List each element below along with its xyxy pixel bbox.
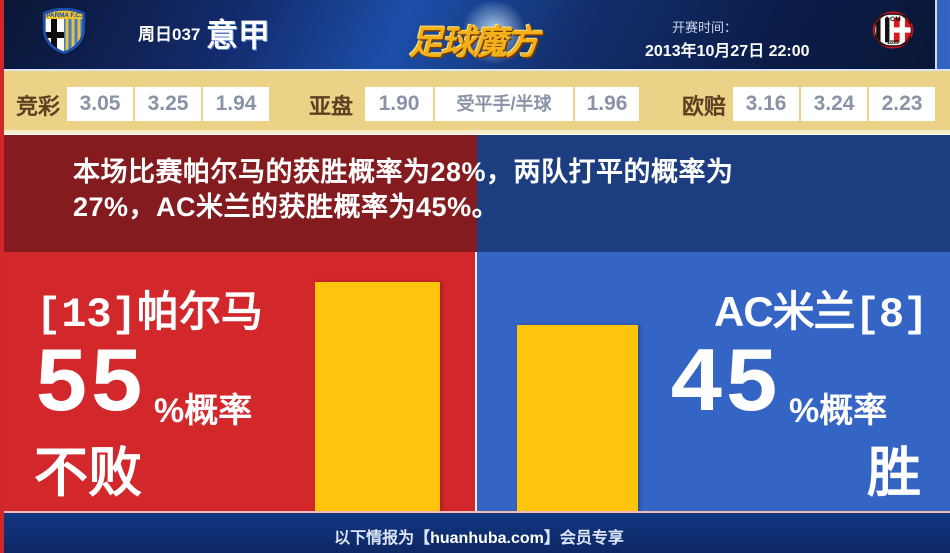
- svg-text:ACM: ACM: [885, 16, 901, 23]
- svg-text:1899: 1899: [887, 40, 899, 46]
- svg-text:PARMA F.C.: PARMA F.C.: [46, 12, 82, 19]
